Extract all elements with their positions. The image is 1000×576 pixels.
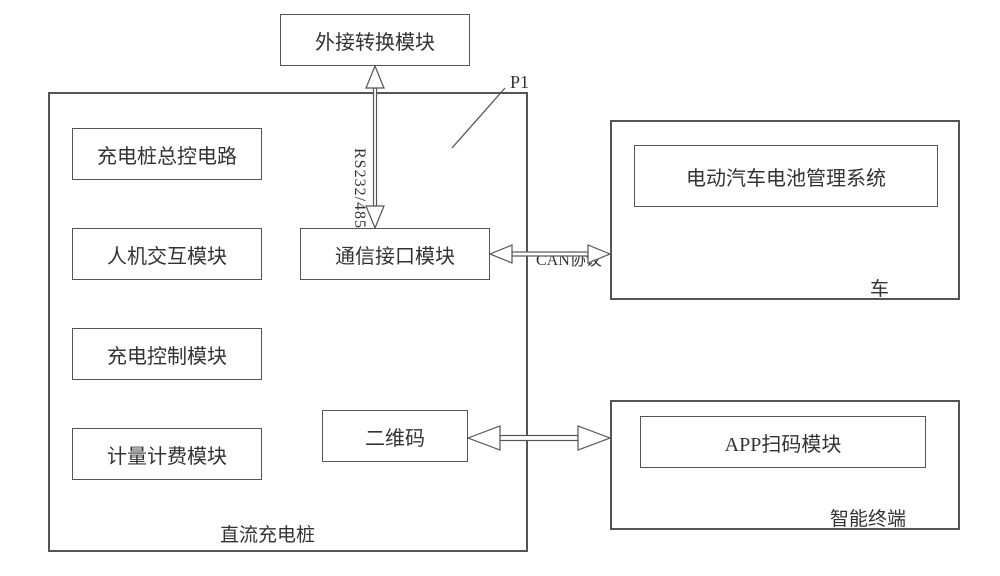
- pile-ctrl-box: 充电桩总控电路: [72, 128, 262, 180]
- charge-ctrl-label: 充电控制模块: [107, 340, 227, 369]
- metering-label: 计量计费模块: [107, 440, 227, 469]
- app-scan-label: APP扫码模块: [725, 428, 842, 457]
- ext-conv-label: 外接转换模块: [315, 26, 435, 55]
- car-container-label: 车: [870, 274, 889, 301]
- arrow-comm-car: [488, 236, 612, 272]
- terminal-container-label: 智能终端: [830, 504, 906, 531]
- arrow-ext-comm: [357, 64, 393, 230]
- app-scan-box: APP扫码模块: [640, 416, 926, 468]
- p1-label: P1: [510, 72, 529, 93]
- pile-container-label: 直流充电桩: [220, 520, 315, 547]
- qr-box: 二维码: [322, 410, 468, 462]
- charge-ctrl-box: 充电控制模块: [72, 328, 262, 380]
- hmi-box: 人机交互模块: [72, 228, 262, 280]
- metering-box: 计量计费模块: [72, 428, 262, 480]
- ext-conv-box: 外接转换模块: [280, 14, 470, 66]
- p1-text: P1: [510, 72, 529, 92]
- p1-leader-line: [450, 86, 507, 150]
- comm-if-label: 通信接口模块: [335, 240, 455, 269]
- qr-label: 二维码: [365, 422, 425, 451]
- bms-label: 电动汽车电池管理系统: [686, 162, 886, 191]
- bms-box: 电动汽车电池管理系统: [634, 145, 938, 207]
- comm-if-box: 通信接口模块: [300, 228, 490, 280]
- pile-ctrl-label: 充电桩总控电路: [97, 140, 237, 169]
- arrow-qr-app: [466, 414, 612, 462]
- hmi-label: 人机交互模块: [107, 240, 227, 269]
